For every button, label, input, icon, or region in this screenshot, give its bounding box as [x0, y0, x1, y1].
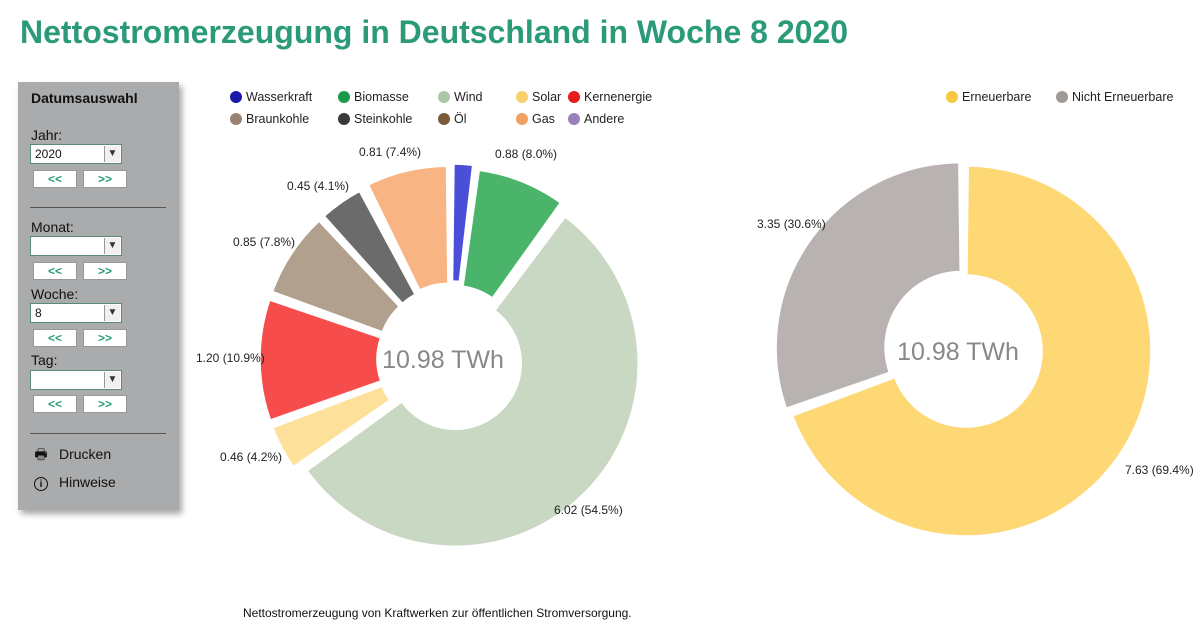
week-next-button[interactable]: >> — [83, 329, 127, 347]
data-label-gas: 0.81 (7.4%) — [359, 145, 421, 159]
month-select[interactable]: ▼ — [30, 236, 122, 256]
legend-item-steinkohle[interactable]: Steinkohle — [338, 112, 412, 126]
legend-label: Kernenergie — [584, 90, 653, 104]
legend-dot-icon — [568, 91, 580, 103]
data-label-nicht-erneuerbare: 3.35 (30.6%) — [757, 217, 826, 231]
day-next-button[interactable]: >> — [83, 395, 127, 413]
slice-gas[interactable] — [367, 165, 449, 291]
month-next-button[interactable]: >> — [83, 262, 127, 280]
legend-item-solar[interactable]: Solar — [516, 90, 561, 104]
data-label-kernenergie: 1.20 (10.9%) — [196, 351, 265, 365]
legend-label: Gas — [532, 112, 555, 126]
year-next-button[interactable]: >> — [83, 170, 127, 188]
page-title: Nettostromerzeugung in Deutschland in Wo… — [20, 14, 848, 50]
year-select-value: 2020 — [35, 147, 62, 161]
data-label-steinkohle: 0.45 (4.1%) — [287, 179, 349, 193]
year-select[interactable]: 2020 ▼ — [30, 144, 122, 164]
legend-item-nicht-erneuerbare[interactable]: Nicht Erneuerbare — [1056, 90, 1173, 104]
month-prev-button[interactable]: << — [33, 262, 77, 280]
chevron-down-icon: ▼ — [104, 305, 120, 321]
week-select[interactable]: 8 ▼ — [30, 303, 122, 323]
legend-item-wind[interactable]: Wind — [438, 90, 482, 104]
notes-button[interactable]: i Hinweise — [32, 474, 116, 491]
legend-label: Wind — [454, 90, 483, 104]
notes-label: Hinweise — [59, 474, 116, 490]
data-label-erneuerbare: 7.63 (69.4%) — [1125, 463, 1194, 477]
legend-label: Öl — [454, 112, 467, 126]
legend-label: Nicht Erneuerbare — [1072, 90, 1174, 104]
data-label-wind: 6.02 (54.5%) — [554, 503, 623, 517]
data-label-solar: 0.46 (4.2%) — [220, 450, 282, 464]
sidebar-heading: Datumsauswahl — [31, 90, 138, 106]
data-label-braunkohle: 0.85 (7.8%) — [233, 235, 295, 249]
legend-dot-icon — [230, 113, 242, 125]
legend-label: Steinkohle — [354, 112, 413, 126]
legend-dot-icon — [568, 113, 580, 125]
day-select[interactable]: ▼ — [30, 370, 122, 390]
printer-icon: 🖶 — [34, 446, 48, 462]
legend-item-erneuerbare[interactable]: Erneuerbare — [946, 90, 1032, 104]
chevron-down-icon: ▼ — [104, 372, 120, 388]
legend-dot-icon — [438, 113, 450, 125]
week-prev-button[interactable]: << — [33, 329, 77, 347]
year-label: Jahr: — [31, 127, 63, 143]
date-selection-panel: Datumsauswahl Jahr: 2020 ▼ << >> Monat: … — [18, 82, 179, 510]
legend-label: Braunkohle — [246, 112, 310, 126]
legend-item-andere[interactable]: Andere — [568, 112, 624, 126]
legend-dot-icon — [438, 91, 450, 103]
slice-erneuerbare[interactable] — [791, 165, 1152, 537]
legend-item-biomasse[interactable]: Biomasse — [338, 90, 409, 104]
legend-label: Biomasse — [354, 90, 409, 104]
legend-dot-icon — [338, 91, 350, 103]
legend-item-kernenergie[interactable]: Kernenergie — [568, 90, 652, 104]
slice-kernenergie[interactable] — [259, 299, 382, 421]
legend-dot-icon — [946, 91, 958, 103]
slice-braunkohle[interactable] — [271, 220, 401, 333]
legend-label: Erneuerbare — [962, 90, 1032, 104]
day-prev-button[interactable]: << — [33, 395, 77, 413]
month-label: Monat: — [31, 219, 74, 235]
week-label: Woche: — [31, 286, 79, 302]
legend-item-braunkohle[interactable]: Braunkohle — [230, 112, 309, 126]
legend-label: Wasserkraft — [246, 90, 313, 104]
week-select-value: 8 — [35, 306, 42, 320]
print-label: Drucken — [59, 446, 112, 462]
slice-wasserkraft[interactable] — [451, 163, 474, 283]
legend-label: Solar — [532, 90, 562, 104]
print-button[interactable]: 🖶 Drucken — [32, 444, 111, 468]
chevron-down-icon: ▼ — [104, 146, 120, 162]
info-icon: i — [34, 477, 48, 491]
legend-item-gas[interactable]: Gas — [516, 112, 555, 126]
slice-wind[interactable] — [306, 215, 639, 547]
legend-label: Andere — [584, 112, 625, 126]
day-label: Tag: — [31, 352, 58, 368]
legend-item-oel[interactable]: Öl — [438, 112, 467, 126]
slice-steinkohle[interactable] — [323, 190, 417, 305]
divider — [30, 207, 166, 208]
footnote: Nettostromerzeugung von Kraftwerken zur … — [243, 606, 632, 620]
legend-dot-icon — [230, 91, 242, 103]
divider — [30, 433, 166, 434]
legend-item-wasserkraft[interactable]: Wasserkraft — [230, 90, 312, 104]
slice-nicht-erneuerbare[interactable] — [775, 161, 961, 410]
data-label-biomasse: 0.88 (8.0%) — [495, 147, 557, 161]
center-total-label: 10.98 TWh — [897, 338, 1019, 366]
year-prev-button[interactable]: << — [33, 170, 77, 188]
slice-oel[interactable] — [362, 187, 419, 295]
legend-dot-icon — [516, 113, 528, 125]
chevron-down-icon: ▼ — [104, 238, 120, 254]
legend-dot-icon — [516, 91, 528, 103]
slice-solar[interactable] — [271, 385, 391, 468]
legend-dot-icon — [338, 113, 350, 125]
slice-biomasse[interactable] — [462, 169, 562, 299]
center-total-label: 10.98 TWh — [382, 346, 504, 374]
legend-dot-icon — [1056, 91, 1068, 103]
